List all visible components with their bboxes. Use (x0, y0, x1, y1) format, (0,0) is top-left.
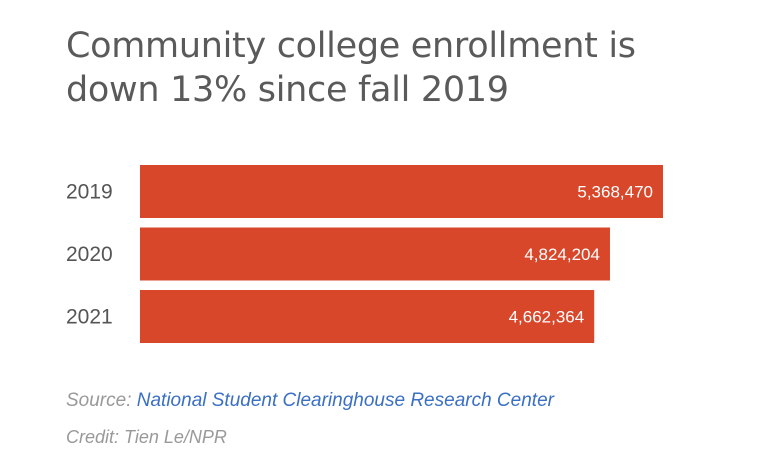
category-label: 2021 (66, 306, 113, 329)
data-label: 5,368,470 (577, 183, 653, 202)
bar-2019 (140, 165, 663, 218)
source-line: Source: National Student Clearinghouse R… (66, 390, 554, 412)
credit-line: Credit: Tien Le/NPR (66, 427, 227, 447)
category-label: 2020 (66, 243, 113, 266)
bar-2021 (140, 290, 595, 343)
source-link[interactable]: National Student Clearinghouse Research … (136, 390, 554, 411)
category-label: 2019 (66, 181, 113, 204)
data-label: 4,662,364 (509, 308, 585, 327)
data-label: 4,824,204 (524, 245, 600, 264)
chart-title: Community college enrollment is down 13%… (66, 26, 636, 110)
bar-2020 (140, 227, 610, 281)
source-label: Source: (66, 390, 132, 411)
